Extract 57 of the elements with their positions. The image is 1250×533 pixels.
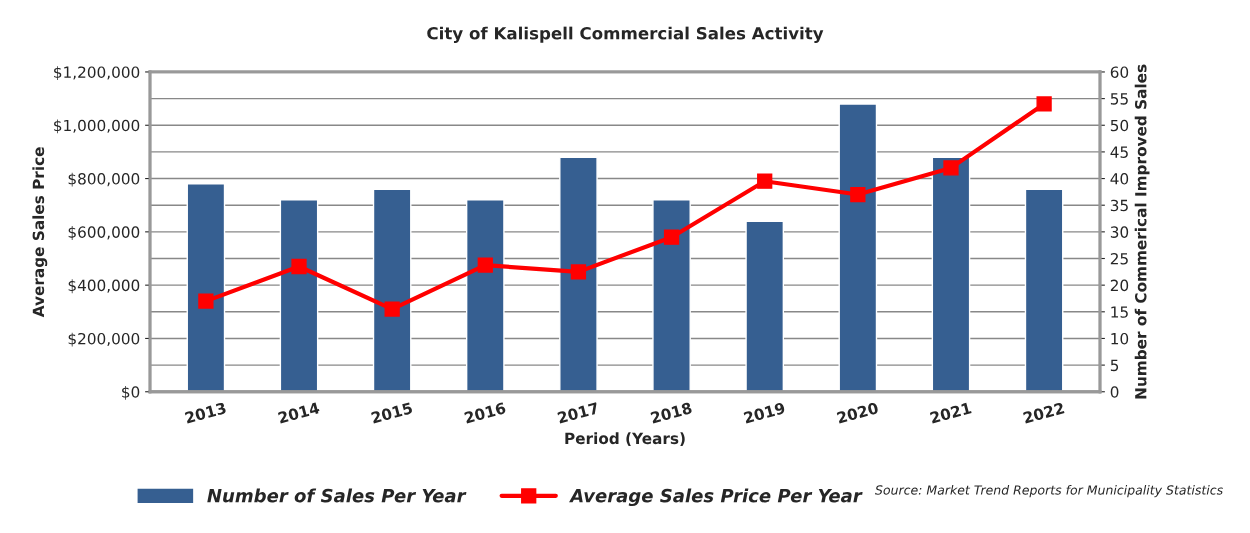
point [198,293,214,309]
bar [838,103,878,392]
point [850,186,866,203]
point [757,173,773,189]
y2-tick-label: 55 [1110,93,1128,105]
bar [1024,188,1064,392]
x-tick-label: 2019 [743,401,786,424]
x-tick-label: 2020 [836,401,879,424]
x-tick-label: 2021 [929,402,972,424]
legend-label: Average Sales Price Per Year [569,488,863,507]
bar [559,156,598,392]
y2-tick-label: 40 [1110,173,1129,185]
x-tick-label: 2013 [184,402,227,424]
y2-tick-label: 5 [1110,359,1119,372]
y2-tick-label: 0 [1110,386,1119,398]
point [291,258,307,275]
point [663,229,680,245]
point [943,160,959,176]
y-tick-label: $800,000 [68,172,140,187]
y2-tick-label: 35 [1110,199,1128,212]
y2-tick-label: 10 [1111,332,1129,345]
y2-tick-label: 45 [1110,146,1128,158]
point [477,257,493,273]
y2-tick-label: 50 [1110,119,1129,132]
y2-tick-label: 30 [1110,226,1129,238]
y-tick-label: $0 [122,385,140,400]
y2-tick-label: 25 [1110,252,1128,265]
x-tick-label: 2016 [464,401,507,424]
x-tick-label: 2018 [650,401,693,424]
point [1036,96,1052,112]
point [384,301,400,317]
bar [652,199,691,392]
y2-tick-label: 20 [1110,279,1129,292]
y2-tick-label: 15 [1111,306,1128,318]
point [570,264,587,280]
y-tick-label: $1,000,000 [54,119,140,134]
bar [931,156,971,392]
bar [745,220,785,392]
source-note: Source: Market Trend Reports for Municipality Statistics [875,485,1223,498]
legend-label: Number of Sales Per Year [207,488,467,503]
bar [465,199,505,392]
bar [186,183,226,392]
x-tick-label: 2014 [277,401,321,424]
bar [279,199,319,392]
y-tick-label: $1,200,000 [54,66,140,81]
y-tick-label: $400,000 [68,279,140,294]
y-tick-label: $600,000 [68,226,140,240]
x-tick-label: 2017 [557,402,599,424]
y-axis-title: Average Sales Price [32,147,48,318]
chart-title: City of Kalispell Commercial Sales Activity [427,26,824,43]
x-tick-label: 2022 [1022,402,1065,424]
bar [372,188,412,392]
x-axis-title: Period (Years) [565,432,685,446]
y2-tick-label: 60 [1110,66,1129,78]
y-tick-label: $200,000 [68,332,140,347]
x-tick-label: 2015 [370,402,413,424]
y2-axis-title: Number of Commerical Improved Sales [1134,64,1150,399]
